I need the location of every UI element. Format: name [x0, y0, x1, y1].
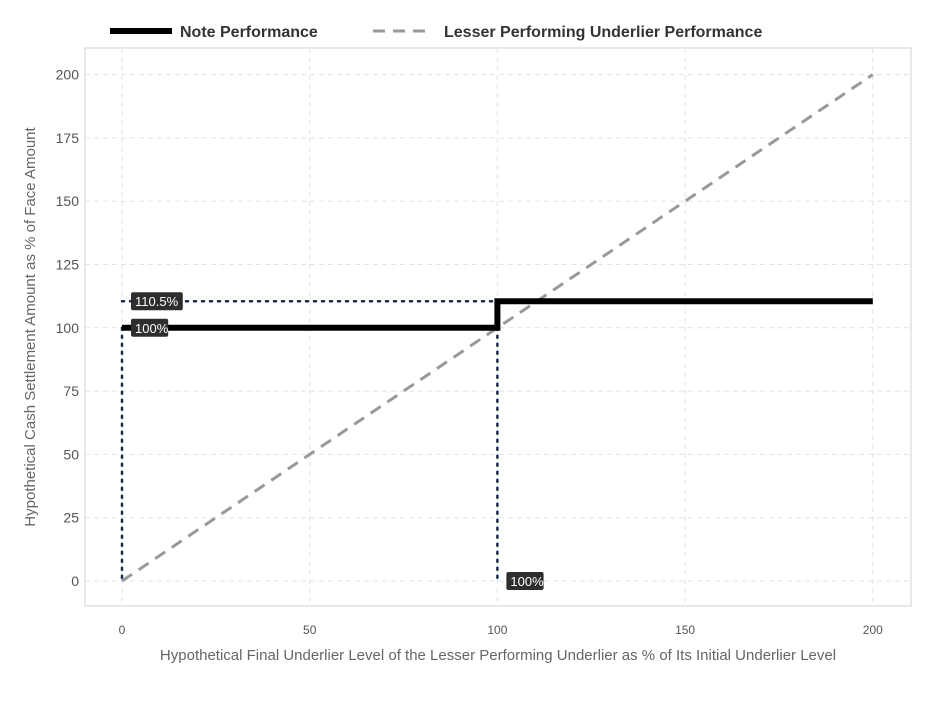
- legend-label-note: Note Performance: [180, 24, 318, 41]
- y-tick-label: 0: [71, 573, 79, 589]
- grid: [85, 48, 911, 606]
- y-tick-label: 50: [63, 446, 79, 462]
- x-tick-label: 50: [303, 623, 317, 637]
- y-tick-label: 75: [63, 383, 79, 399]
- annotation-label: 110.5%: [131, 292, 183, 311]
- x-tick-label: 0: [119, 623, 126, 637]
- legend-label-underlier: Lesser Performing Underlier Performance: [444, 24, 762, 41]
- annotation-text: 100%: [510, 574, 544, 589]
- annotation-text: 100%: [135, 321, 169, 336]
- series-layer: [121, 73, 874, 583]
- y-tick-labels: 0 25 50 75 100 125 150 175 200: [56, 67, 80, 589]
- annotation-label: 100%: [506, 572, 544, 590]
- x-tick-label: 150: [675, 623, 695, 637]
- legend: Note Performance Lesser Performing Under…: [110, 24, 762, 41]
- annotation-label: 100%: [131, 318, 169, 337]
- x-tick-label: 100: [487, 623, 507, 637]
- annotation-box: [506, 572, 544, 590]
- reference-lines: [120, 299, 499, 583]
- series-line-note-performance: [122, 298, 873, 331]
- y-tick-label: 25: [63, 510, 79, 526]
- y-tick-label: 175: [56, 130, 80, 146]
- annotation-text: 110.5%: [135, 294, 179, 309]
- plot-border: [84, 47, 912, 607]
- y-tick-label: 100: [56, 320, 80, 336]
- series-line-underlier-performance: [121, 73, 874, 583]
- x-axis-title: Hypothetical Final Underlier Level of th…: [160, 647, 836, 664]
- y-tick-label: 125: [56, 257, 80, 273]
- y-tick-label: 200: [56, 67, 80, 83]
- annotations: 110.5% 100% 100%: [131, 292, 544, 590]
- x-tick-labels: 0 50 100 150 200: [119, 623, 883, 637]
- y-axis-title: Hypothetical Cash Settlement Amount as %…: [22, 126, 39, 526]
- annotation-box: [131, 292, 183, 311]
- annotation-box: [131, 318, 169, 337]
- y-tick-label: 150: [56, 193, 80, 209]
- x-tick-label: 200: [863, 623, 883, 637]
